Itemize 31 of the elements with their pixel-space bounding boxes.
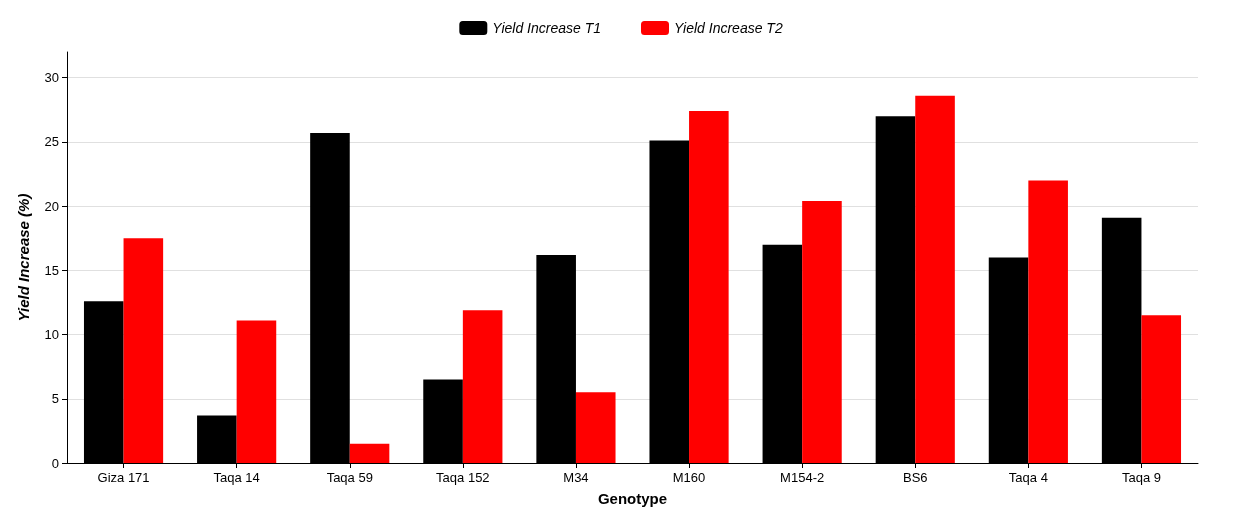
bar bbox=[1028, 180, 1068, 463]
bar bbox=[462, 310, 503, 463]
y-axis-title: Yield Increase (%) bbox=[15, 193, 32, 322]
y-tick-label: 20 bbox=[44, 198, 59, 214]
bar bbox=[689, 111, 729, 463]
bar bbox=[915, 95, 955, 463]
x-tick-label: Taqa 4 bbox=[1008, 470, 1048, 485]
bar bbox=[802, 200, 842, 463]
y-tick-label: 5 bbox=[51, 391, 59, 407]
y-tick-label: 10 bbox=[44, 327, 59, 343]
x-tick-label: Taqa 59 bbox=[326, 470, 373, 485]
legend-label: Yield Increase T1 bbox=[492, 20, 602, 36]
bar bbox=[349, 443, 390, 463]
x-tick-label: BS6 bbox=[902, 470, 928, 485]
bar bbox=[236, 320, 277, 463]
x-tick-label: Giza 171 bbox=[97, 470, 150, 485]
y-tick-label: 0 bbox=[51, 455, 59, 471]
y-tick-label: 15 bbox=[44, 262, 59, 278]
bar bbox=[575, 392, 616, 463]
x-tick-label: Taqa 9 bbox=[1121, 470, 1161, 485]
y-tick-label: 25 bbox=[44, 134, 59, 150]
x-tick-label: Taqa 152 bbox=[436, 470, 490, 485]
bar bbox=[1141, 315, 1182, 463]
legend-label: Yield Increase T2 bbox=[674, 20, 783, 36]
bar bbox=[123, 238, 164, 463]
y-tick-label: 30 bbox=[44, 70, 59, 86]
x-axis-title: Genotype bbox=[597, 490, 668, 507]
x-tick-label: M154-2 bbox=[780, 470, 825, 485]
x-tick-label: Taqa 14 bbox=[213, 470, 260, 485]
x-tick-label: M160 bbox=[672, 470, 706, 485]
x-tick-label: M34 bbox=[563, 470, 589, 485]
